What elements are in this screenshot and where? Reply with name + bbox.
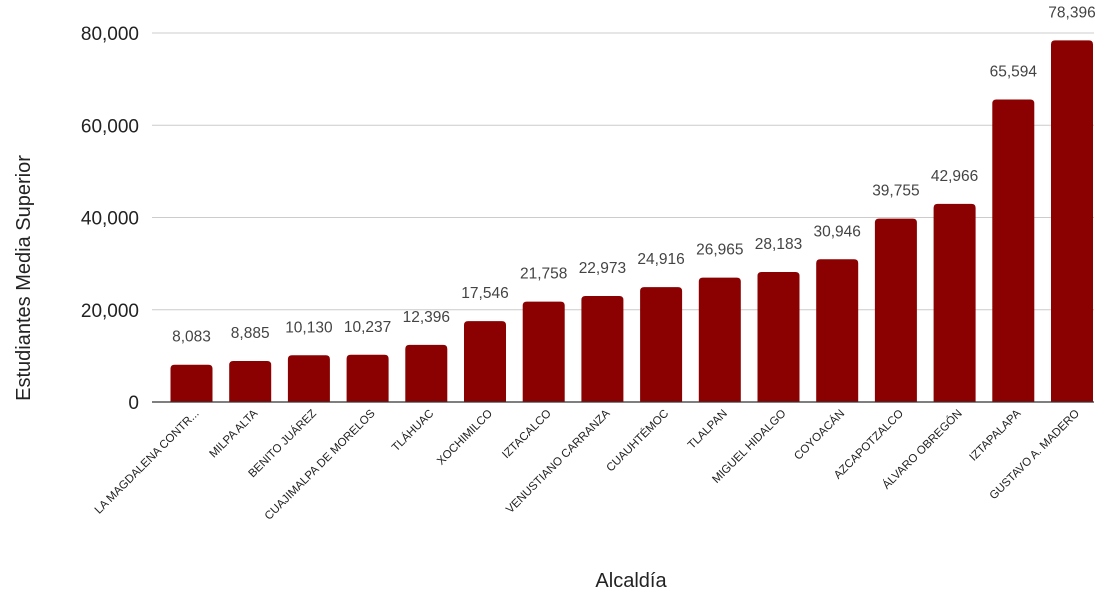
data-label: 24,916 [637,251,684,268]
data-label: 30,946 [813,223,860,240]
data-label: 10,130 [285,319,333,336]
bar [698,277,741,402]
bar [1051,40,1093,403]
y-axis-title: Estudiantes Media Superior [13,155,35,401]
x-category-label: CUAJIMALPA DE MORELOS [263,407,378,522]
data-label: 39,755 [872,183,919,200]
bar [405,344,448,402]
data-label: 28,183 [755,236,802,253]
x-category-label: IZTACALCO [500,408,554,462]
x-axis-title: Alcaldía [595,570,667,592]
bar [640,287,683,402]
bar [170,364,213,402]
bar [933,203,976,402]
bar [229,361,272,402]
x-category-label: VENUSTIANO CARRANZA [504,407,613,516]
bar [581,296,624,402]
data-label: 65,594 [990,63,1038,80]
x-category-label: TLÁHUAC [389,407,436,454]
x-category-label: XOCHIMILCO [435,408,495,468]
data-label: 8,885 [231,325,270,342]
data-label: 12,396 [403,309,450,326]
y-tick-label: 40,000 [81,209,139,230]
data-label: 17,546 [461,285,508,302]
x-category-label: IZTAPALAPA [967,407,1023,463]
bar [757,272,800,402]
data-label: 26,965 [696,242,743,259]
bar [522,301,565,402]
y-tick-label: 20,000 [81,301,139,322]
y-tick-label: 60,000 [81,116,139,137]
data-label: 10,237 [344,319,391,336]
x-category-label: MILPA ALTA [208,407,261,460]
data-label: 22,973 [579,260,626,277]
x-category-label: LA MAGDALENA CONTR... [93,408,202,517]
y-tick-label: 80,000 [81,24,139,45]
data-label: 42,966 [931,168,978,185]
data-label: 8,083 [172,329,211,346]
data-labels: 8,083 8,885 10,130 10,237 12,396 17,546 21,758… [172,4,1096,345]
bar [287,355,330,402]
bar [346,354,389,402]
data-label: 21,758 [520,266,567,283]
x-category-label: TLALPAN [686,408,730,452]
bars [170,40,1093,403]
y-tick-label: 0 [128,393,139,414]
y-axis-ticks: 0 20,000 40,000 60,000 80,000 [81,24,139,414]
data-label: 78,396 [1048,4,1095,21]
bar [992,99,1035,402]
bar [816,259,859,402]
x-category-label: COYOACÁN [792,407,848,463]
x-category-label: CUAUHTÉMOC [604,407,671,474]
bar [464,321,506,402]
bar [874,218,917,402]
